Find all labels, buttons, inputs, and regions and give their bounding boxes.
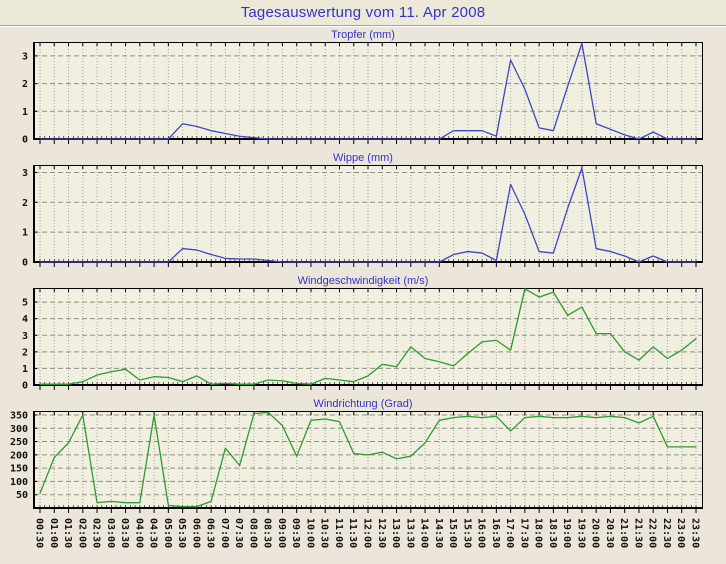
x-axis-label: 22:00 [647,518,658,548]
x-axis-label: 11:30 [347,518,358,548]
x-axis-label: 09:00 [276,518,287,548]
x-axis-label: 10:00 [304,518,315,548]
x-axis-label: 08:30 [262,518,273,548]
x-axis-label: 14:30 [433,518,444,548]
x-axis-label: 03:00 [105,518,116,548]
x-axis-label: 02:30 [91,518,102,548]
x-axis-label: 15:30 [461,518,472,548]
x-axis-label: 04:00 [133,518,144,548]
svg-text:2: 2 [22,79,28,90]
svg-text:350: 350 [10,411,28,421]
x-axis-label: 23:30 [690,518,701,548]
x-axis-label: 13:30 [404,518,415,548]
x-axis-label: 13:00 [390,518,401,548]
svg-text:3: 3 [22,331,28,342]
svg-text:50: 50 [16,490,28,501]
chart-panel-wippe: Wippe (mm) 0 1 2 3 [0,152,726,269]
x-axis-label: 19:00 [561,518,572,548]
svg-text:250: 250 [10,437,28,448]
x-axis-label: 21:30 [632,518,643,548]
x-axis-label: 19:30 [575,518,586,548]
chart-plot-windrichtung: 50 100 150 200 250 300 350 [10,411,703,513]
x-axis-label: 12:00 [362,518,373,548]
chart-plot-wippe: 0 1 2 3 [22,165,703,269]
x-axis-label: 05:30 [176,518,187,548]
svg-text:3: 3 [22,51,28,62]
chart-panel-windrichtung: Windrichtung (Grad) 50 100 150 200 250 300 350 [0,398,726,515]
x-axis-label: 17:00 [504,518,515,548]
svg-text:5: 5 [22,298,28,309]
x-axis-label: 12:30 [376,518,387,548]
x-axis-labels: 00:30 01:00 01:30 02:00 02:30 03:00 03:30 04:00… [34,518,701,548]
x-axis-label: 09:30 [290,518,301,548]
svg-text:1: 1 [22,364,28,375]
x-axis-label: 15:00 [447,518,458,548]
x-axis-label: 00:30 [34,518,45,548]
chart-title-windgeschwindigkeit: Windgeschwindigkeit (m/s) [297,275,429,287]
svg-text:0: 0 [22,258,28,269]
page-header: Tagesauswertung vom 11. Apr 2008 [0,0,726,26]
x-axis-label: 05:00 [162,518,173,548]
svg-text:1: 1 [22,228,28,239]
x-axis-label: 16:00 [476,518,487,548]
x-axis-label: 08:00 [247,518,258,548]
chart-plot-tropfer: 0 1 2 3 [22,42,703,146]
x-axis-label: 17:30 [518,518,529,548]
svg-text:0: 0 [22,381,28,392]
x-axis-label: 06:30 [205,518,216,548]
charts-area: Tropfer (mm) 0 1 2 3 Wippe (mm) 0 1 2 3 Windgeschw… [0,29,726,557]
page-title: Tagesauswertung vom 11. Apr 2008 [240,4,486,21]
chart-panel-tropfer: Tropfer (mm) 0 1 2 3 [0,29,726,146]
x-axis-label: 18:00 [533,518,544,548]
x-axis-label: 20:00 [590,518,601,548]
x-axis-label: 04:30 [148,518,159,548]
svg-text:2: 2 [22,198,28,209]
x-axis-label: 01:00 [48,518,59,548]
x-axis-label: 02:00 [76,518,87,548]
svg-text:2: 2 [22,347,28,358]
svg-text:4: 4 [22,314,28,325]
x-axis-label: 22:30 [661,518,672,548]
x-axis-label: 10:30 [319,518,330,548]
svg-text:150: 150 [10,464,28,475]
svg-text:100: 100 [10,477,28,488]
svg-text:300: 300 [10,424,28,435]
x-axis-label: 03:30 [119,518,130,548]
x-axis-label: 18:30 [547,518,558,548]
chart-title-wippe: Wippe (mm) [333,152,393,164]
chart-plot-windgeschwindigkeit: 0 1 2 3 4 5 [22,288,703,392]
svg-text:0: 0 [22,135,28,146]
chart-panel-windgeschwindigkeit: Windgeschwindigkeit (m/s) 0 1 2 3 4 5 [0,275,726,392]
svg-text:1: 1 [22,107,28,118]
x-axis-label: 23:00 [675,518,686,548]
x-axis-label: 20:30 [604,518,615,548]
chart-title-tropfer: Tropfer (mm) [331,29,395,41]
x-axis-label: 11:00 [333,518,344,548]
x-axis-label: 21:00 [618,518,629,548]
x-axis-label: 16:30 [490,518,501,548]
svg-text:3: 3 [22,168,28,179]
chart-title-windrichtung: Windrichtung (Grad) [313,398,413,410]
x-axis-label: 14:00 [419,518,430,548]
x-axis-label: 07:30 [233,518,244,548]
x-axis-label: 06:00 [190,518,201,548]
x-axis-label: 07:00 [219,518,230,548]
svg-text:200: 200 [10,450,28,461]
x-axis-label: 01:30 [62,518,73,548]
